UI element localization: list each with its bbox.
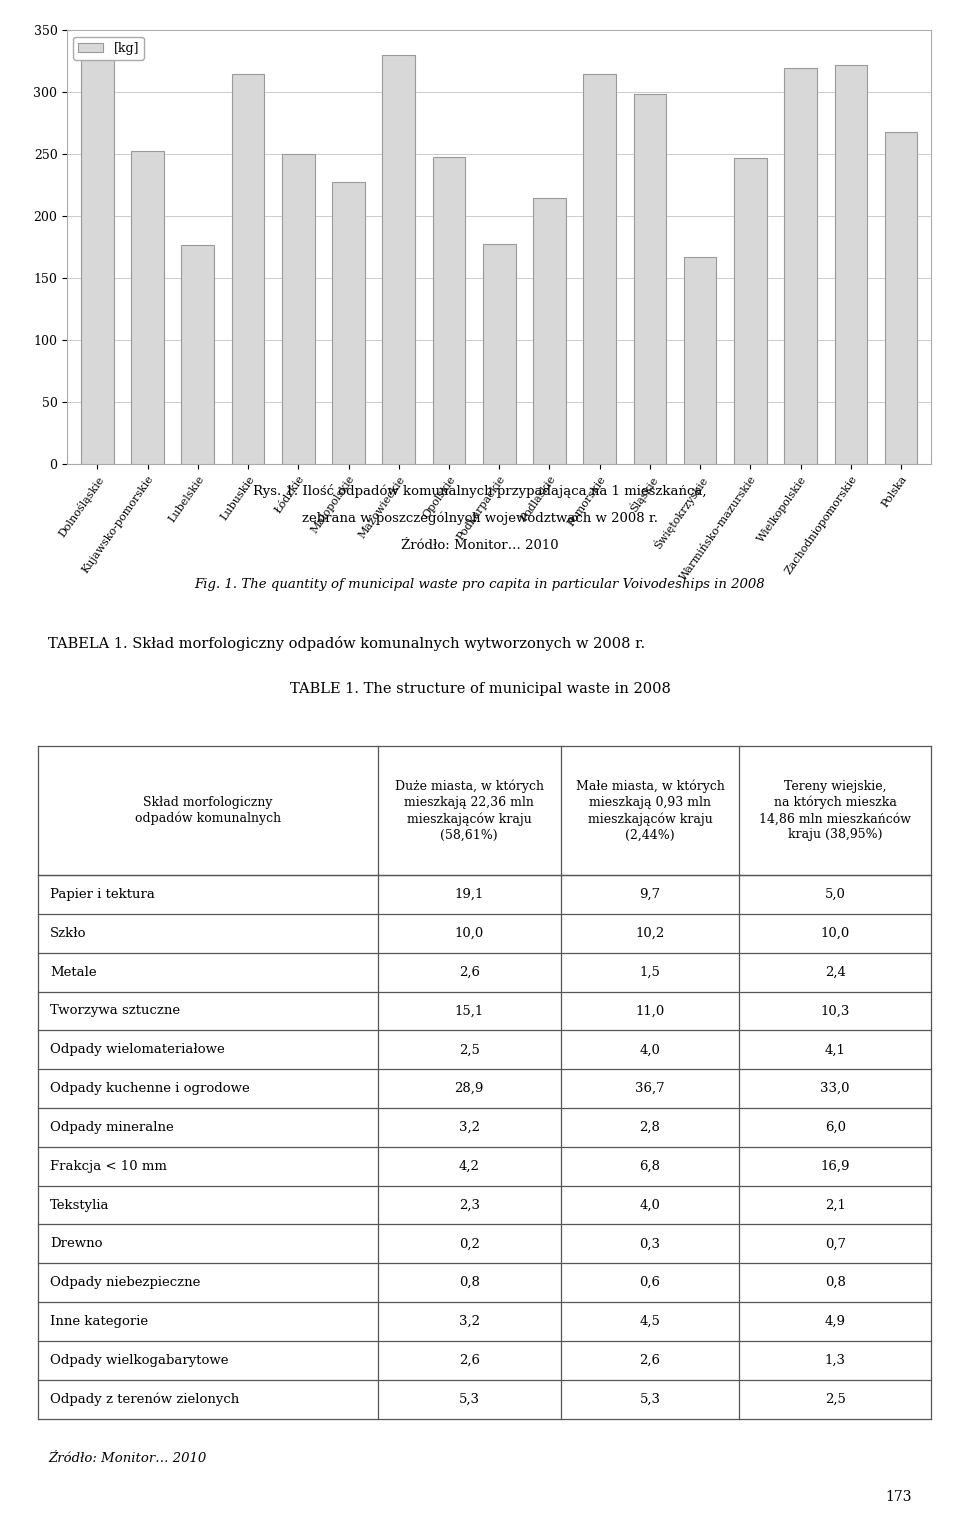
- Text: 0,7: 0,7: [825, 1237, 846, 1251]
- Text: Odpady mineralne: Odpady mineralne: [50, 1120, 174, 1134]
- Text: 28,9: 28,9: [454, 1082, 484, 1096]
- Text: 2,1: 2,1: [825, 1198, 846, 1212]
- Bar: [483, 244, 516, 464]
- Text: Duże miasta, w których
mieszkają 22,36 mln
mieszkająców kraju
(58,61%): Duże miasta, w których mieszkają 22,36 m…: [395, 779, 543, 842]
- Text: Tekstylia: Tekstylia: [50, 1198, 109, 1212]
- Bar: [885, 132, 918, 464]
- Bar: [332, 181, 365, 464]
- Text: Źródło: Monitor… 2010: Źródło: Monitor… 2010: [401, 539, 559, 552]
- Text: 2,6: 2,6: [459, 965, 480, 979]
- Text: 3,2: 3,2: [459, 1315, 480, 1329]
- Text: 10,2: 10,2: [636, 927, 664, 941]
- Text: Źródło: Monitor… 2010: Źródło: Monitor… 2010: [48, 1452, 206, 1466]
- Text: 15,1: 15,1: [454, 1005, 484, 1018]
- Text: 10,0: 10,0: [821, 927, 850, 941]
- Text: 4,9: 4,9: [825, 1315, 846, 1329]
- Text: Fig. 1. The quantity of municipal waste pro capita in particular Voivodeships in: Fig. 1. The quantity of municipal waste …: [195, 578, 765, 592]
- Text: Drewno: Drewno: [50, 1237, 103, 1251]
- Bar: [533, 198, 565, 464]
- Text: 5,3: 5,3: [639, 1393, 660, 1406]
- Text: Skład morfologiczny
odpadów komunalnych: Skład morfologiczny odpadów komunalnych: [135, 796, 281, 825]
- Text: 2,4: 2,4: [825, 965, 846, 979]
- Text: 2,6: 2,6: [459, 1353, 480, 1367]
- Text: Tworzywa sztuczne: Tworzywa sztuczne: [50, 1005, 180, 1018]
- Text: 5,0: 5,0: [825, 887, 846, 901]
- Text: 4,5: 4,5: [639, 1315, 660, 1329]
- Bar: [834, 65, 867, 464]
- Text: 2,5: 2,5: [825, 1393, 846, 1406]
- Bar: [584, 73, 616, 464]
- Text: 9,7: 9,7: [639, 887, 660, 901]
- Text: 11,0: 11,0: [636, 1005, 664, 1018]
- Text: 1,5: 1,5: [639, 965, 660, 979]
- Bar: [634, 94, 666, 464]
- Text: 16,9: 16,9: [821, 1160, 850, 1173]
- Bar: [231, 73, 264, 464]
- Bar: [81, 58, 113, 464]
- Text: 3,2: 3,2: [459, 1120, 480, 1134]
- Text: Rys. 1. Ilość odpadów komunalnych przypadająca na 1 mieszkańca,: Rys. 1. Ilość odpadów komunalnych przypa…: [253, 484, 707, 498]
- Text: 2,3: 2,3: [459, 1198, 480, 1212]
- Text: 2,6: 2,6: [639, 1353, 660, 1367]
- Text: 0,8: 0,8: [825, 1275, 846, 1289]
- Text: Odpady niebezpieczne: Odpady niebezpieczne: [50, 1275, 201, 1289]
- Text: Frakcja < 10 mm: Frakcja < 10 mm: [50, 1160, 167, 1173]
- Text: 0,2: 0,2: [459, 1237, 480, 1251]
- Text: Odpady wielomateriałowe: Odpady wielomateriałowe: [50, 1043, 225, 1056]
- Text: Tereny wiejskie,
na których mieszka
14,86 mln mieszkańców
kraju (38,95%): Tereny wiejskie, na których mieszka 14,8…: [759, 779, 911, 842]
- Text: 0,8: 0,8: [459, 1275, 480, 1289]
- Text: Szkło: Szkło: [50, 927, 86, 941]
- Text: 33,0: 33,0: [821, 1082, 850, 1096]
- Bar: [784, 67, 817, 464]
- Bar: [433, 157, 466, 464]
- Text: Metale: Metale: [50, 965, 97, 979]
- Text: Odpady wielkogabarytowe: Odpady wielkogabarytowe: [50, 1353, 228, 1367]
- Text: 6,0: 6,0: [825, 1120, 846, 1134]
- Text: Papier i tektura: Papier i tektura: [50, 887, 155, 901]
- Text: 6,8: 6,8: [639, 1160, 660, 1173]
- Bar: [181, 245, 214, 464]
- Text: 1,3: 1,3: [825, 1353, 846, 1367]
- Text: 4,1: 4,1: [825, 1043, 846, 1056]
- Text: 0,6: 0,6: [639, 1275, 660, 1289]
- Text: 2,8: 2,8: [639, 1120, 660, 1134]
- Bar: [382, 55, 415, 464]
- Bar: [132, 151, 164, 464]
- Text: 36,7: 36,7: [636, 1082, 664, 1096]
- Text: Odpady z terenów zielonych: Odpady z terenów zielonych: [50, 1393, 239, 1406]
- Text: 2,5: 2,5: [459, 1043, 480, 1056]
- Text: 0,3: 0,3: [639, 1237, 660, 1251]
- Text: TABELA 1. Skład morfologiczny odpadów komunalnych wytworzonych w 2008 r.: TABELA 1. Skład morfologiczny odpadów ko…: [48, 636, 645, 651]
- Text: 5,3: 5,3: [459, 1393, 480, 1406]
- Text: 173: 173: [885, 1490, 912, 1504]
- Text: Małe miasta, w których
mieszkają 0,93 mln
mieszkająców kraju
(2,44%): Małe miasta, w których mieszkają 0,93 ml…: [576, 779, 725, 842]
- Bar: [684, 257, 716, 464]
- Bar: [734, 158, 767, 464]
- Text: 4,0: 4,0: [639, 1198, 660, 1212]
- Text: TABLE 1. The structure of municipal waste in 2008: TABLE 1. The structure of municipal wast…: [290, 682, 670, 696]
- Text: Inne kategorie: Inne kategorie: [50, 1315, 148, 1329]
- Text: 4,2: 4,2: [459, 1160, 480, 1173]
- Text: 19,1: 19,1: [454, 887, 484, 901]
- Text: Odpady kuchenne i ogrodowe: Odpady kuchenne i ogrodowe: [50, 1082, 250, 1096]
- Text: 10,0: 10,0: [454, 927, 484, 941]
- Legend: [kg]: [kg]: [74, 37, 144, 59]
- Bar: [282, 154, 315, 464]
- Text: 10,3: 10,3: [821, 1005, 850, 1018]
- Text: zebrana w poszczególnych województwach w 2008 r.: zebrana w poszczególnych województwach w…: [302, 511, 658, 525]
- Text: 4,0: 4,0: [639, 1043, 660, 1056]
